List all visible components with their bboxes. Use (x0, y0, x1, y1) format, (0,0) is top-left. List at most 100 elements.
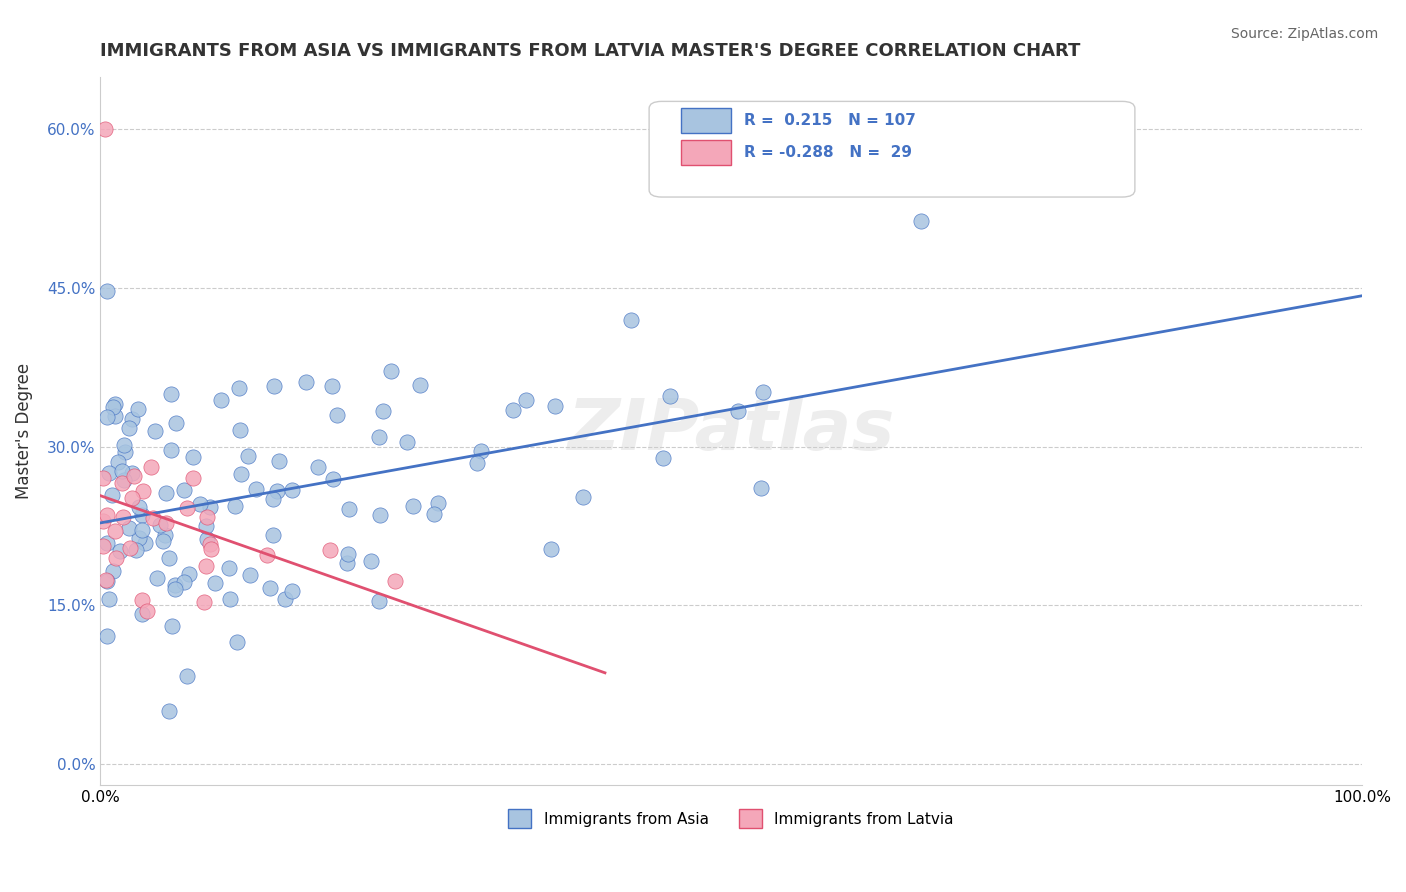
Text: R =  0.215   N = 107: R = 0.215 N = 107 (744, 113, 915, 128)
Immigrants from Latvia (132, 483, 155, 498)
Immigrants from Latvia (195, 558, 218, 573)
Immigrants from Latvia (91, 514, 114, 528)
Immigrants from Latvia (195, 509, 218, 524)
Immigrants from Asia (749, 481, 772, 495)
Immigrants from Asia (121, 411, 143, 425)
Immigrants from Asia (198, 500, 221, 514)
Immigrants from Asia (515, 393, 537, 408)
Immigrants from Asia (336, 556, 359, 570)
Immigrants from Asia (146, 571, 169, 585)
Immigrants from Latvia (384, 574, 406, 588)
Immigrants from Latvia (120, 541, 142, 556)
Immigrants from Asia (752, 384, 775, 399)
Immigrants from Asia (368, 430, 391, 444)
Immigrants from Latvia (141, 459, 163, 474)
Immigrants from Asia (118, 421, 141, 435)
Immigrants from Asia (157, 704, 180, 718)
Immigrants from Asia (100, 488, 122, 502)
Immigrants from Asia (131, 524, 153, 538)
Y-axis label: Master's Degree: Master's Degree (15, 363, 32, 499)
Immigrants from Asia (131, 508, 153, 522)
Immigrants from Latvia (181, 471, 204, 485)
Immigrants from Latvia (155, 516, 177, 531)
Immigrants from Asia (188, 497, 211, 511)
Immigrants from Asia (96, 574, 118, 589)
Immigrants from Latvia (200, 542, 222, 557)
Immigrants from Asia (371, 404, 394, 418)
Immigrants from Latvia (136, 604, 159, 618)
Immigrants from Asia (262, 527, 284, 541)
Immigrants from Asia (101, 400, 124, 414)
Immigrants from Asia (134, 536, 156, 550)
Immigrants from Asia (209, 393, 232, 408)
Immigrants from Asia (465, 456, 488, 470)
Immigrants from Latvia (142, 511, 165, 525)
Immigrants from Asia (322, 471, 344, 485)
Immigrants from Asia (160, 619, 183, 633)
Immigrants from Asia (112, 438, 135, 452)
Immigrants from Asia (229, 467, 252, 482)
Immigrants from Asia (118, 521, 141, 535)
Immigrants from Asia (152, 533, 174, 548)
Immigrants from Asia (121, 466, 143, 480)
Immigrants from Asia (163, 578, 186, 592)
Immigrants from Asia (239, 567, 262, 582)
Immigrants from Asia (910, 214, 932, 228)
Immigrants from Latvia (91, 471, 114, 485)
Immigrants from Latvia (256, 549, 278, 563)
Immigrants from Asia (155, 527, 177, 541)
Immigrants from Asia (163, 582, 186, 596)
Text: IMMIGRANTS FROM ASIA VS IMMIGRANTS FROM LATVIA MASTER'S DEGREE CORRELATION CHART: IMMIGRANTS FROM ASIA VS IMMIGRANTS FROM … (100, 42, 1081, 60)
Immigrants from Asia (368, 508, 391, 522)
Immigrants from Asia (395, 434, 418, 449)
Immigrants from Asia (131, 607, 153, 622)
Immigrants from Asia (259, 582, 281, 596)
Immigrants from Asia (470, 444, 492, 458)
Immigrants from Asia (409, 378, 432, 392)
Immigrants from Latvia (122, 469, 145, 483)
Immigrants from Asia (112, 473, 135, 487)
Immigrants from Asia (218, 561, 240, 575)
Immigrants from Asia (225, 634, 247, 648)
Immigrants from Asia (658, 389, 681, 403)
Immigrants from Asia (218, 592, 240, 607)
Immigrants from Asia (339, 501, 361, 516)
Immigrants from Asia (104, 396, 127, 410)
Immigrants from Asia (176, 668, 198, 682)
Immigrants from Latvia (111, 476, 134, 491)
FancyBboxPatch shape (681, 109, 731, 133)
Immigrants from Latvia (96, 573, 118, 587)
Immigrants from Asia (229, 423, 252, 437)
Immigrants from Latvia (94, 122, 117, 136)
Immigrants from Asia (321, 378, 343, 392)
Immigrants from Latvia (96, 508, 118, 523)
Text: ZIPatlas: ZIPatlas (568, 396, 894, 466)
Immigrants from Asia (128, 531, 150, 545)
Immigrants from Asia (263, 379, 285, 393)
Immigrants from Asia (96, 284, 118, 298)
Immigrants from Asia (427, 496, 450, 510)
Immigrants from Asia (269, 454, 291, 468)
Immigrants from Asia (96, 410, 118, 425)
Immigrants from Asia (266, 483, 288, 498)
Immigrants from Asia (281, 583, 304, 598)
Legend: Immigrants from Asia, Immigrants from Latvia: Immigrants from Asia, Immigrants from La… (502, 804, 960, 834)
Immigrants from Latvia (104, 524, 127, 539)
Immigrants from Asia (159, 442, 181, 457)
Immigrants from Asia (543, 399, 565, 413)
Immigrants from Asia (173, 575, 195, 590)
Immigrants from Asia (173, 483, 195, 498)
Immigrants from Asia (194, 519, 217, 533)
Immigrants from Asia (104, 409, 127, 423)
FancyBboxPatch shape (650, 102, 1135, 197)
Immigrants from Asia (423, 508, 446, 522)
Immigrants from Asia (160, 387, 183, 401)
Immigrants from Asia (127, 401, 149, 416)
Immigrants from Asia (107, 455, 129, 469)
Immigrants from Latvia (121, 491, 143, 505)
Immigrants from Asia (620, 313, 643, 327)
Immigrants from Asia (262, 491, 284, 506)
Immigrants from Asia (124, 542, 146, 557)
Immigrants from Asia (238, 449, 260, 463)
FancyBboxPatch shape (681, 140, 731, 165)
